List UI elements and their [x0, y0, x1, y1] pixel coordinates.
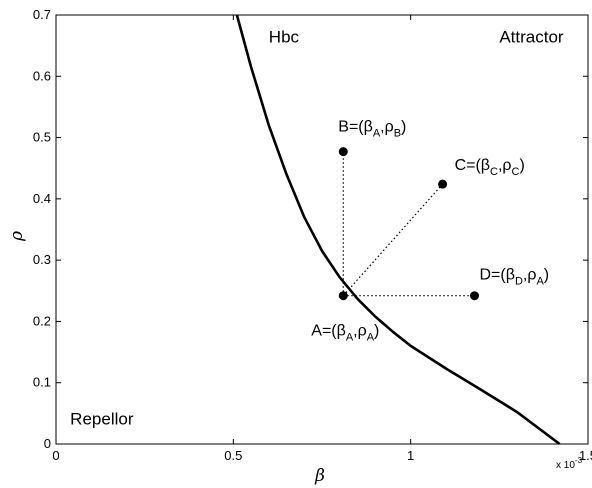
y-tick-label: 0.4	[33, 191, 51, 206]
connections-layer	[342, 151, 475, 297]
labels-layer: A=(βA,ρA) B=(βA,ρB) C=(βC,ρC) D=(βD,ρA) Hbc A…	[70, 28, 564, 429]
point-label-C: C=(βC,ρC)	[455, 157, 525, 178]
region-label-attractor: Attractor	[499, 28, 564, 47]
point-A	[338, 291, 348, 301]
point-label-B: B=(βA,ρB)	[338, 119, 406, 140]
hbc-curve	[235, 14, 561, 446]
connection-A-C	[342, 183, 444, 297]
ticks: 0 0.5 1 1.5 0 0.1 0.2 0.3 0.4 0.5 0.6 0.7	[33, 7, 592, 463]
point-B	[338, 147, 348, 157]
y-tick-label: 0.6	[33, 68, 51, 83]
region-label-hbc: Hbc	[269, 28, 300, 47]
y-axis-label: ρ	[7, 231, 27, 242]
y-tick-label: 0.2	[33, 313, 51, 328]
x-tick-label: 1	[407, 448, 414, 463]
x-tick-label: 0.5	[224, 448, 242, 463]
points-layer	[338, 147, 480, 301]
y-tick-label: 0.1	[33, 375, 51, 390]
y-tick-label: 0	[44, 436, 51, 451]
y-tick-label: 0.7	[33, 7, 51, 22]
x-multiplier: x 10-3	[556, 456, 583, 471]
point-C	[438, 179, 448, 189]
point-D	[470, 291, 480, 301]
point-label-A: A=(βA,ρA)	[311, 323, 379, 344]
x-tick-label: 1.5	[579, 448, 592, 463]
point-label-D: D=(βD,ρA)	[480, 267, 550, 288]
y-tick-label: 0.3	[33, 252, 51, 267]
region-label-repellor: Repellor	[70, 409, 134, 428]
x-tick-label: 0	[52, 448, 59, 463]
curve-layer	[235, 14, 561, 446]
plot-area	[55, 14, 589, 445]
x-axis-label: β	[314, 466, 325, 486]
y-tick-label: 0.5	[33, 130, 51, 145]
